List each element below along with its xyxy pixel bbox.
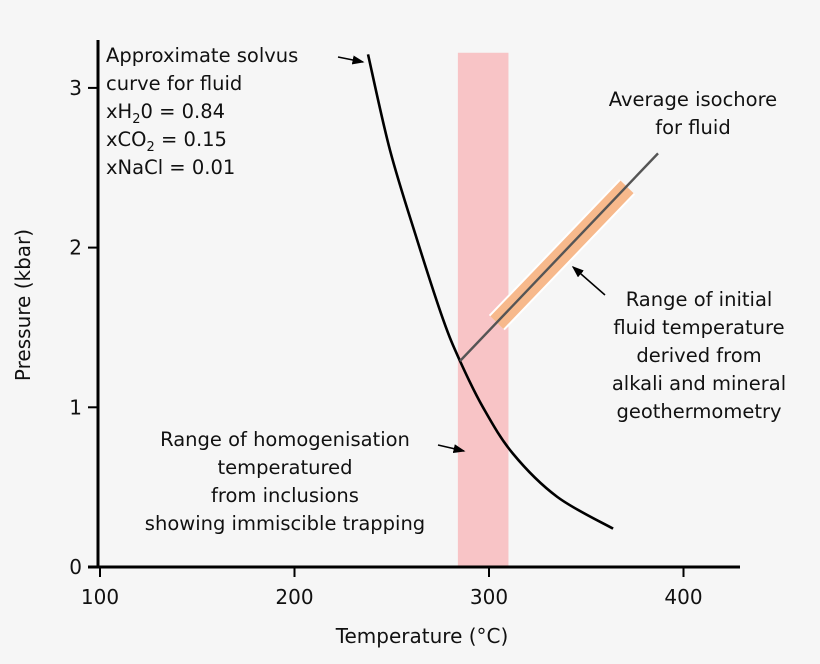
initial-temp-line5: geothermometry [616,400,781,423]
y-tick-label: 0 [69,555,82,579]
isochore-label-line2: for fluid [655,116,730,139]
homogenisation-line4: showing immiscible trapping [145,512,425,535]
composition-co2: xCO2 = 0.15 [106,128,227,155]
homogenisation-line1: Range of homogenisation [160,428,410,451]
solvus-curve [366,54,614,530]
isochore-annotation: Average isochore for fluid [609,88,777,139]
initial-temp-annotation: Range of initial fluid temperature deriv… [612,288,786,423]
homogenisation-line2: temperatured [218,456,353,479]
solvus-arrow [337,55,365,65]
x-tick-label: 200 [275,585,313,609]
x-axis-label: Temperature (°C) [335,624,509,648]
y-tick-label: 2 [69,236,82,260]
homogenisation-annotation: Range of homogenisation temperatured fro… [145,428,425,535]
initial-temp-line4: alkali and mineral [612,372,786,395]
initial-temp-arrow [571,266,606,296]
solvus-label-line1: Approximate solvus [106,44,298,67]
y-axis-label: Pressure (kbar) [11,229,35,381]
solvus-annotation: Approximate solvus curve for fluid xH20 … [106,44,298,179]
initial-temp-line3: derived from [636,344,761,367]
x-tick-label: 400 [664,585,702,609]
initial-temp-line1: Range of initial [626,288,773,311]
homogenisation-line3: from inclusions [211,484,359,507]
initial-temp-line2: fluid temperature [613,316,784,339]
homogenisation-arrow [437,444,466,454]
composition-nacl: xNaCl = 0.01 [106,156,235,179]
isochore-label-line1: Average isochore [609,88,777,111]
y-tick-label: 3 [69,76,82,100]
x-tick-label: 100 [81,585,119,609]
y-tick-label: 1 [69,395,82,419]
composition-h2o: xH20 = 0.84 [106,100,225,127]
isochore-line [459,152,659,362]
solvus-label-line2: curve for fluid [106,72,242,95]
x-tick-label: 300 [470,585,508,609]
